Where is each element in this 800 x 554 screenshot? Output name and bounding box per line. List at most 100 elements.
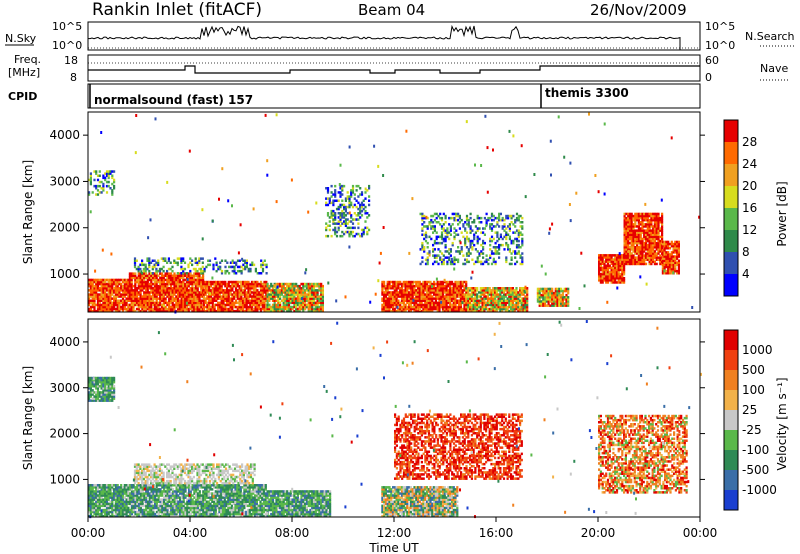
data-cell (215, 263, 218, 267)
data-cell (229, 293, 232, 296)
data-cell (120, 295, 123, 298)
data-cell (314, 284, 317, 288)
data-cell (109, 287, 112, 290)
data-cell (130, 303, 133, 307)
data-cell (280, 293, 283, 296)
freq-label-line2: [MHz] (8, 66, 40, 79)
data-cell (139, 276, 142, 280)
data-cell (667, 267, 670, 271)
data-cell (470, 293, 473, 296)
data-cell (177, 293, 180, 296)
data-cell (657, 235, 660, 239)
data-cell (314, 303, 317, 307)
data-cell (481, 301, 484, 305)
data-cell (449, 303, 452, 307)
data-cell (302, 303, 305, 307)
data-cell (490, 235, 494, 239)
data-cell (672, 257, 675, 260)
data-cell (515, 293, 518, 296)
data-cell (93, 307, 96, 311)
data-cell (162, 280, 165, 284)
data-cell (168, 276, 171, 280)
data-cell (194, 278, 197, 282)
data-cell (250, 282, 254, 286)
data-cell (424, 280, 427, 284)
data-cell (465, 223, 469, 226)
data-cell (465, 214, 469, 218)
data-cell (200, 291, 203, 294)
data-cell (474, 309, 477, 313)
data-cell (392, 280, 395, 284)
data-cell (132, 274, 135, 277)
data-cell (558, 289, 561, 293)
data-cell (189, 295, 192, 298)
data-cell (653, 218, 656, 222)
data-cell (289, 307, 292, 311)
data-cell (632, 260, 635, 264)
data-cell (265, 295, 268, 298)
data-cell (644, 212, 648, 216)
data-cell (494, 289, 497, 292)
data-cell (519, 233, 522, 236)
data-cell (438, 307, 441, 311)
data-cell (231, 305, 234, 309)
data-cell (408, 287, 411, 290)
data-cell (644, 237, 648, 241)
data-cell (266, 301, 269, 305)
data-cell (501, 295, 504, 298)
data-cell (160, 280, 164, 284)
data-cell (155, 307, 158, 311)
data-cell (155, 293, 158, 296)
data-cell (137, 291, 140, 294)
data-cell (630, 237, 633, 241)
data-cell (121, 297, 125, 300)
data-cell (554, 293, 557, 297)
data-cell (554, 291, 557, 295)
data-cell (406, 280, 409, 284)
data-cell (608, 277, 611, 280)
data-cell (143, 293, 146, 296)
data-cell (490, 218, 494, 222)
data-cell (397, 284, 400, 288)
data-cell (148, 276, 151, 280)
data-cell (472, 297, 475, 300)
data-cell (653, 246, 656, 249)
data-cell (98, 305, 101, 309)
data-cell (465, 237, 469, 241)
data-cell (271, 297, 275, 300)
data-cell (643, 243, 646, 247)
data-cell (674, 247, 677, 250)
data-cell (483, 287, 486, 290)
data-cell (209, 295, 213, 298)
data-cell (222, 307, 225, 311)
data-cell (252, 289, 255, 292)
data-cell (469, 289, 472, 292)
data-cell (427, 291, 430, 294)
data-cell (411, 293, 414, 296)
data-cell (146, 305, 149, 309)
data-cell (171, 293, 174, 296)
data-cell (432, 250, 435, 253)
data-cell (427, 299, 430, 302)
data-cell (339, 184, 342, 188)
data-cell (175, 303, 178, 307)
data-cell (157, 274, 160, 277)
data-cell (643, 254, 646, 257)
data-cell (277, 301, 280, 305)
data-cell (479, 301, 482, 305)
data-cell (433, 241, 436, 245)
data-cell (251, 263, 254, 267)
data-cell (519, 295, 522, 298)
data-cell (513, 305, 516, 309)
data-cell (447, 297, 450, 300)
data-cell (623, 231, 626, 234)
data-cell (218, 305, 221, 309)
data-cell (362, 207, 365, 211)
data-cell (395, 297, 398, 300)
data-cell (254, 293, 257, 296)
data-cell (648, 248, 651, 251)
data-cell (150, 295, 153, 298)
data-cell (351, 191, 355, 194)
data-cell (427, 307, 430, 311)
data-cell (185, 280, 189, 284)
